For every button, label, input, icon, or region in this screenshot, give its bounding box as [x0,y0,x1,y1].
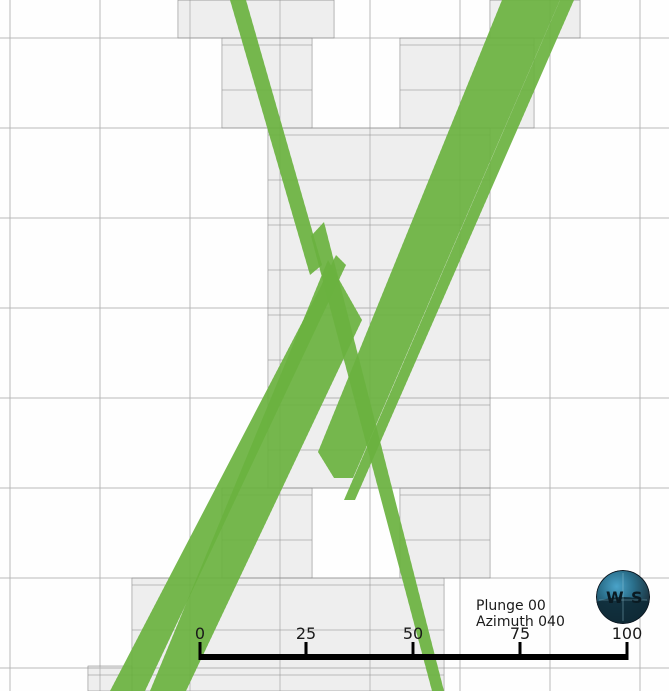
compass-widget[interactable]: W S [596,570,650,624]
vein-polygon [318,0,560,478]
plunge-label: Plunge 00 [476,598,546,614]
scale-tick-label: 0 [195,624,205,643]
vein-polygon [344,0,574,500]
compass-letter-west: W [606,588,624,607]
compass-letter-south: S [631,588,643,607]
fine-grid-block [178,0,334,38]
scale-tick-label: 75 [510,624,530,643]
scale-tick-label: 50 [403,624,423,643]
fine-grid-block [400,488,490,578]
compass-svg: W S [596,570,650,624]
scale-tick-label: 25 [296,624,316,643]
scale-tick-label: 100 [612,624,643,643]
geology-section-viewport: Plunge 00 Azimuth 040 W S 0255075100 [0,0,669,691]
section-svg [0,0,669,691]
